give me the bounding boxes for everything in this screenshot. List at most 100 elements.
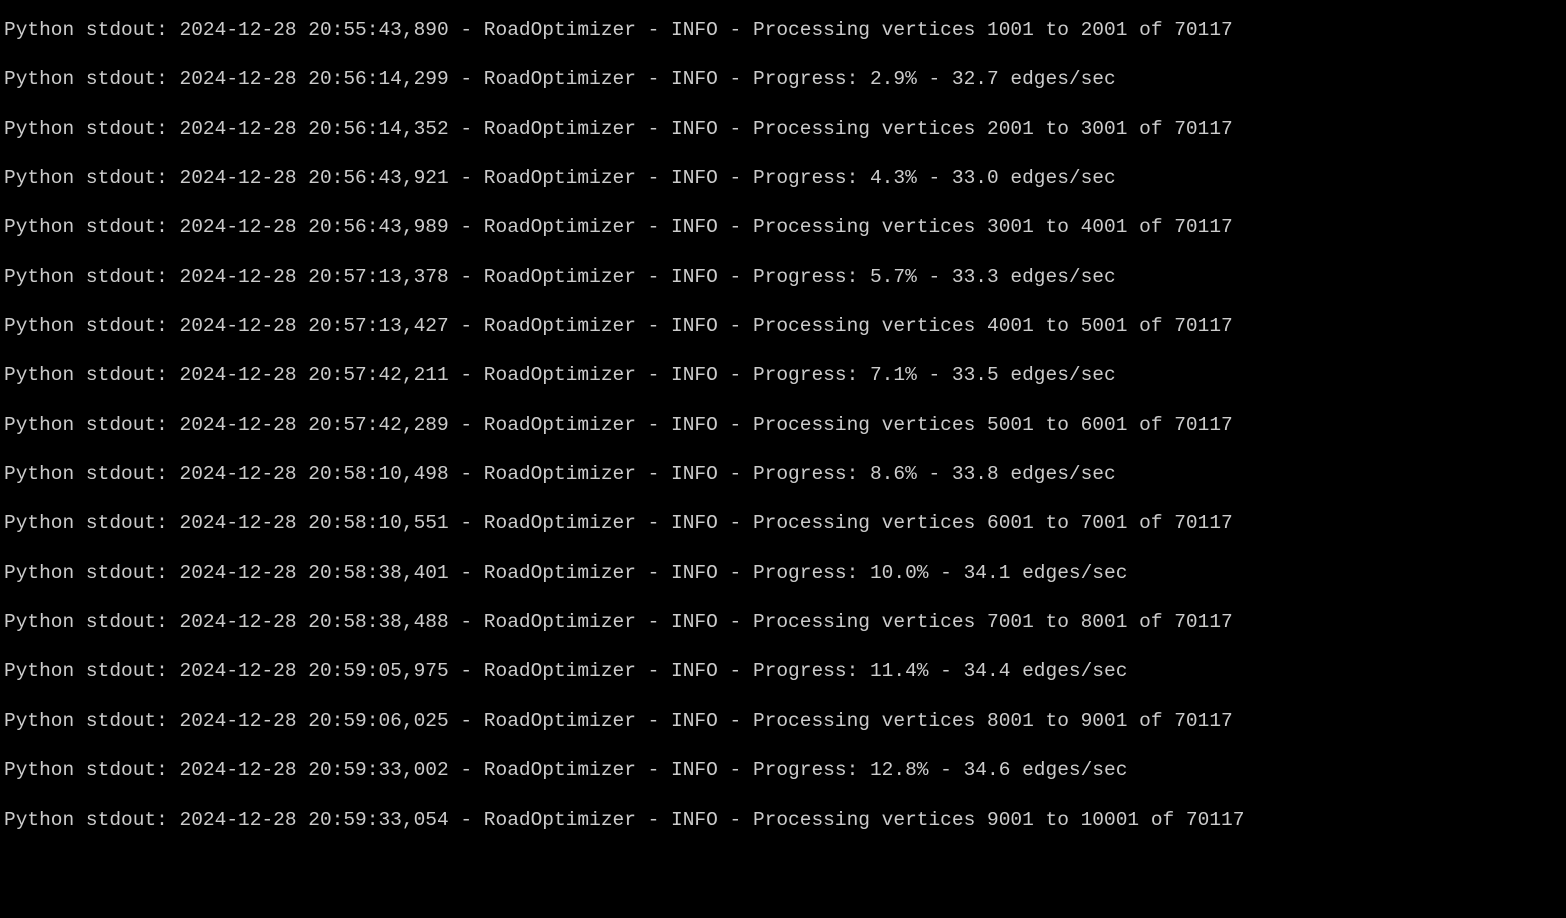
log-level: INFO xyxy=(671,19,718,41)
log-line: Python stdout: 2024-12-28 20:57:42,289 -… xyxy=(4,401,1562,450)
log-line: Python stdout: 2024-12-28 20:59:06,025 -… xyxy=(4,697,1562,746)
log-message: Processing vertices 3001 to 4001 of 7011… xyxy=(753,216,1233,238)
log-timestamp: 2024-12-28 20:58:38,401 xyxy=(180,562,449,584)
log-timestamp: 2024-12-28 20:57:13,427 xyxy=(180,315,449,337)
log-prefix: Python stdout: xyxy=(4,710,168,732)
log-logger: RoadOptimizer xyxy=(484,19,636,41)
log-prefix: Python stdout: xyxy=(4,19,168,41)
log-timestamp: 2024-12-28 20:58:10,498 xyxy=(180,463,449,485)
log-line: Python stdout: 2024-12-28 20:56:43,921 -… xyxy=(4,154,1562,203)
log-line: Python stdout: 2024-12-28 20:58:38,488 -… xyxy=(4,598,1562,647)
log-timestamp: 2024-12-28 20:56:43,989 xyxy=(180,216,449,238)
log-line: Python stdout: 2024-12-28 20:58:10,551 -… xyxy=(4,499,1562,548)
log-level: INFO xyxy=(671,315,718,337)
log-message: Processing vertices 2001 to 3001 of 7011… xyxy=(753,118,1233,140)
log-logger: RoadOptimizer xyxy=(484,266,636,288)
log-prefix: Python stdout: xyxy=(4,759,168,781)
log-level: INFO xyxy=(671,167,718,189)
log-level: INFO xyxy=(671,512,718,534)
log-level: INFO xyxy=(671,562,718,584)
log-message: Progress: 10.0% - 34.1 edges/sec xyxy=(753,562,1127,584)
log-timestamp: 2024-12-28 20:59:05,975 xyxy=(180,660,449,682)
log-prefix: Python stdout: xyxy=(4,512,168,534)
log-level: INFO xyxy=(671,660,718,682)
log-message: Processing vertices 1001 to 2001 of 7011… xyxy=(753,19,1233,41)
log-line: Python stdout: 2024-12-28 20:59:05,975 -… xyxy=(4,647,1562,696)
log-line: Python stdout: 2024-12-28 20:58:38,401 -… xyxy=(4,549,1562,598)
log-message: Progress: 2.9% - 32.7 edges/sec xyxy=(753,68,1116,90)
log-logger: RoadOptimizer xyxy=(484,68,636,90)
log-logger: RoadOptimizer xyxy=(484,118,636,140)
log-prefix: Python stdout: xyxy=(4,364,168,386)
log-line: Python stdout: 2024-12-28 20:56:43,989 -… xyxy=(4,203,1562,252)
log-message: Processing vertices 6001 to 7001 of 7011… xyxy=(753,512,1233,534)
log-prefix: Python stdout: xyxy=(4,266,168,288)
log-prefix: Python stdout: xyxy=(4,68,168,90)
log-level: INFO xyxy=(671,710,718,732)
log-message: Processing vertices 4001 to 5001 of 7011… xyxy=(753,315,1233,337)
log-logger: RoadOptimizer xyxy=(484,463,636,485)
log-timestamp: 2024-12-28 20:57:42,211 xyxy=(180,364,449,386)
log-timestamp: 2024-12-28 20:58:38,488 xyxy=(180,611,449,633)
log-message: Processing vertices 7001 to 8001 of 7011… xyxy=(753,611,1233,633)
log-logger: RoadOptimizer xyxy=(484,364,636,386)
log-timestamp: 2024-12-28 20:59:33,054 xyxy=(180,809,449,831)
log-prefix: Python stdout: xyxy=(4,562,168,584)
log-logger: RoadOptimizer xyxy=(484,809,636,831)
log-level: INFO xyxy=(671,809,718,831)
log-level: INFO xyxy=(671,463,718,485)
log-logger: RoadOptimizer xyxy=(484,611,636,633)
log-level: INFO xyxy=(671,68,718,90)
log-line: Python stdout: 2024-12-28 20:59:33,054 -… xyxy=(4,796,1562,845)
log-prefix: Python stdout: xyxy=(4,118,168,140)
log-prefix: Python stdout: xyxy=(4,660,168,682)
log-level: INFO xyxy=(671,611,718,633)
log-logger: RoadOptimizer xyxy=(484,512,636,534)
log-prefix: Python stdout: xyxy=(4,611,168,633)
log-prefix: Python stdout: xyxy=(4,463,168,485)
log-logger: RoadOptimizer xyxy=(484,710,636,732)
log-timestamp: 2024-12-28 20:58:10,551 xyxy=(180,512,449,534)
log-message: Progress: 8.6% - 33.8 edges/sec xyxy=(753,463,1116,485)
log-timestamp: 2024-12-28 20:56:14,352 xyxy=(180,118,449,140)
log-line: Python stdout: 2024-12-28 20:58:10,498 -… xyxy=(4,450,1562,499)
log-line: Python stdout: 2024-12-28 20:59:33,002 -… xyxy=(4,746,1562,795)
log-logger: RoadOptimizer xyxy=(484,759,636,781)
log-prefix: Python stdout: xyxy=(4,809,168,831)
log-message: Progress: 11.4% - 34.4 edges/sec xyxy=(753,660,1127,682)
log-line: Python stdout: 2024-12-28 20:57:13,427 -… xyxy=(4,302,1562,351)
log-logger: RoadOptimizer xyxy=(484,660,636,682)
log-timestamp: 2024-12-28 20:57:42,289 xyxy=(180,414,449,436)
log-line: Python stdout: 2024-12-28 20:56:14,299 -… xyxy=(4,55,1562,104)
log-logger: RoadOptimizer xyxy=(484,167,636,189)
log-message: Processing vertices 9001 to 10001 of 701… xyxy=(753,809,1244,831)
log-timestamp: 2024-12-28 20:59:33,002 xyxy=(180,759,449,781)
log-level: INFO xyxy=(671,266,718,288)
log-level: INFO xyxy=(671,118,718,140)
log-timestamp: 2024-12-28 20:56:43,921 xyxy=(180,167,449,189)
log-timestamp: 2024-12-28 20:55:43,890 xyxy=(180,19,449,41)
log-message: Progress: 4.3% - 33.0 edges/sec xyxy=(753,167,1116,189)
log-prefix: Python stdout: xyxy=(4,167,168,189)
log-line: Python stdout: 2024-12-28 20:57:13,378 -… xyxy=(4,253,1562,302)
log-message: Processing vertices 8001 to 9001 of 7011… xyxy=(753,710,1233,732)
log-line: Python stdout: 2024-12-28 20:55:43,890 -… xyxy=(4,6,1562,55)
log-logger: RoadOptimizer xyxy=(484,562,636,584)
log-prefix: Python stdout: xyxy=(4,315,168,337)
log-message: Processing vertices 5001 to 6001 of 7011… xyxy=(753,414,1233,436)
log-prefix: Python stdout: xyxy=(4,216,168,238)
log-prefix: Python stdout: xyxy=(4,414,168,436)
log-timestamp: 2024-12-28 20:57:13,378 xyxy=(180,266,449,288)
log-level: INFO xyxy=(671,364,718,386)
log-line: Python stdout: 2024-12-28 20:57:42,211 -… xyxy=(4,351,1562,400)
log-level: INFO xyxy=(671,216,718,238)
log-level: INFO xyxy=(671,759,718,781)
log-logger: RoadOptimizer xyxy=(484,216,636,238)
log-logger: RoadOptimizer xyxy=(484,315,636,337)
log-logger: RoadOptimizer xyxy=(484,414,636,436)
log-message: Progress: 7.1% - 33.5 edges/sec xyxy=(753,364,1116,386)
terminal-output: Python stdout: 2024-12-28 20:55:43,890 -… xyxy=(0,0,1566,851)
log-timestamp: 2024-12-28 20:56:14,299 xyxy=(180,68,449,90)
log-message: Progress: 5.7% - 33.3 edges/sec xyxy=(753,266,1116,288)
log-line: Python stdout: 2024-12-28 20:56:14,352 -… xyxy=(4,105,1562,154)
